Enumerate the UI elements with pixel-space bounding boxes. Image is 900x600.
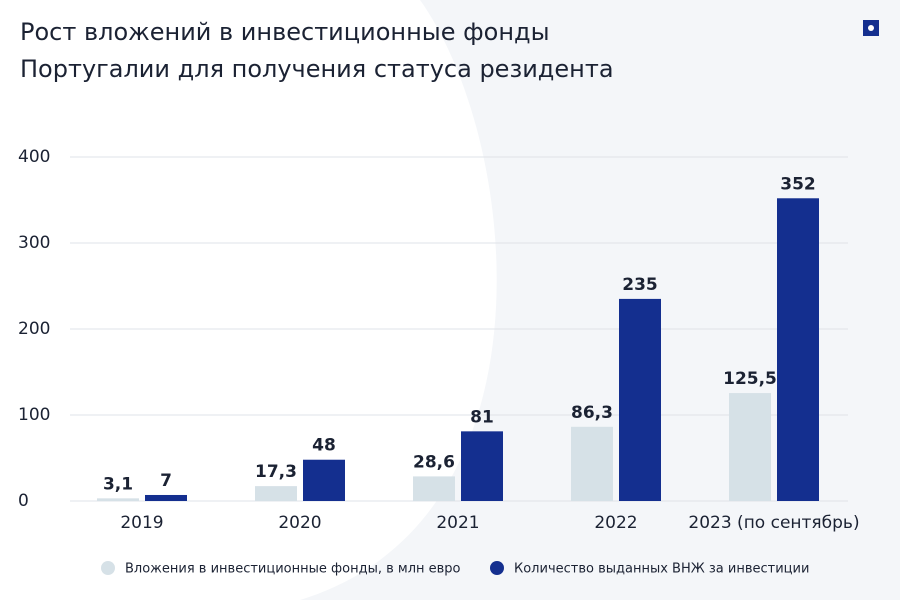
bar (777, 198, 819, 501)
bar (255, 486, 297, 501)
y-tick-label: 0 (18, 491, 29, 511)
legend-marker (490, 561, 504, 575)
bar (97, 498, 139, 501)
legend-label: Вложения в инвестиционные фонды, в млн е… (125, 562, 461, 577)
value-label: 81 (470, 407, 494, 427)
value-label: 3,1 (103, 474, 133, 494)
x-tick-label: 2023 (по сентябрь) (688, 513, 859, 533)
bar (461, 431, 503, 501)
x-tick-label: 2022 (594, 513, 637, 533)
bar (303, 459, 345, 501)
x-tick-label: 2019 (120, 513, 163, 533)
chart-title: Рост вложений в инвестиционные фонды (20, 18, 550, 46)
value-label: 7 (160, 471, 172, 491)
x-tick-label: 2021 (436, 513, 479, 533)
value-label: 17,3 (255, 462, 297, 482)
chart-title: Португалии для получения статуса резиден… (20, 55, 614, 83)
bar (145, 494, 187, 501)
value-label: 28,6 (413, 452, 455, 472)
value-label: 125,5 (723, 369, 777, 389)
x-tick-label: 2020 (278, 513, 321, 533)
value-label: 235 (622, 275, 658, 295)
value-label: 86,3 (571, 403, 613, 423)
bar (619, 298, 661, 501)
bar (571, 426, 613, 501)
y-tick-label: 400 (18, 147, 50, 167)
y-tick-label: 100 (18, 405, 50, 425)
value-label: 48 (312, 436, 336, 456)
y-tick-label: 200 (18, 319, 50, 339)
y-tick-label: 300 (18, 233, 50, 253)
bar (729, 393, 771, 501)
bar (413, 476, 455, 501)
legend-marker (101, 561, 115, 575)
logo-dot (868, 25, 874, 31)
legend-label: Количество выданных ВНЖ за инвестиции (514, 562, 809, 577)
value-label: 352 (780, 174, 816, 194)
